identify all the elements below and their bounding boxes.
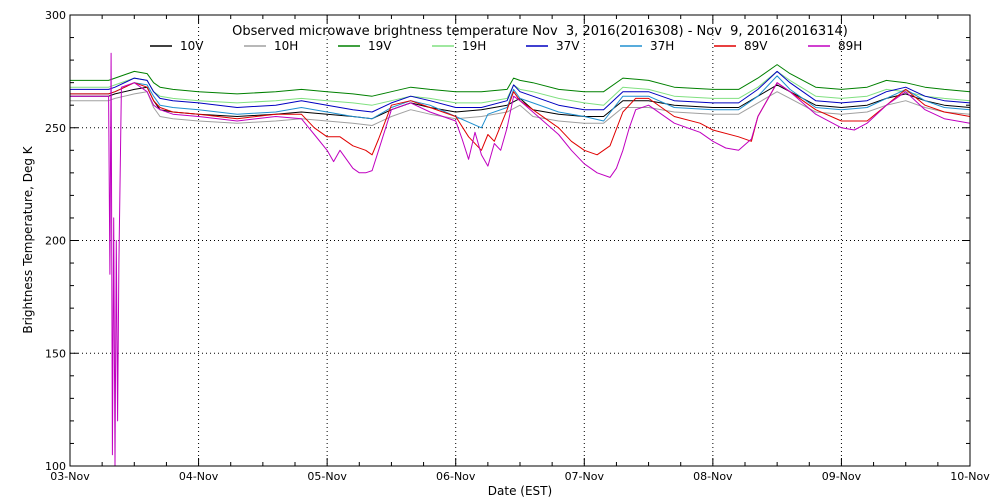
series-line-89h: [70, 52, 971, 467]
y-tick-labels: 100 150 200 250 300: [45, 9, 66, 473]
x-tick-label: 06-Nov: [436, 470, 476, 483]
x-tick-label: 05-Nov: [307, 470, 347, 483]
series-line-19v: [70, 64, 971, 97]
grid-lines: [70, 15, 970, 466]
legend-label-89v: 89V: [744, 39, 768, 53]
x-tick-label: 03-Nov: [50, 470, 90, 483]
legend-label-37h: 37H: [650, 39, 674, 53]
axis-ticks: [69, 14, 971, 467]
chart-title: Observed microwave brightness temperatur…: [232, 24, 848, 39]
y-tick-label: 200: [45, 235, 66, 248]
y-tick-label: 100: [45, 460, 66, 473]
series-line-10h: [70, 91, 971, 126]
series-line-89v: [70, 82, 971, 156]
y-axis-label: Brightness Temperature, Deg K: [21, 145, 35, 333]
series-line-37v: [70, 70, 971, 113]
legend-label-89h: 89H: [838, 39, 862, 53]
y-tick-label: 150: [45, 347, 66, 360]
legend-label-37v: 37V: [556, 39, 580, 53]
legend-label-10h: 10H: [274, 39, 298, 53]
y-tick-label: 250: [45, 122, 66, 135]
legend-label-19h: 19H: [462, 39, 486, 53]
x-tick-label: 04-Nov: [179, 470, 219, 483]
legend-label-19v: 19V: [368, 39, 392, 53]
series-lines: [70, 52, 971, 467]
legend: 10V 10H 19V 19H 37V 37H 89V 89H: [150, 39, 862, 53]
x-axis-label: Date (EST): [488, 484, 552, 498]
series-line-37h: [70, 75, 971, 129]
x-tick-label: 07-Nov: [565, 470, 605, 483]
x-tick-label: 10-Nov: [950, 470, 990, 483]
x-tick-labels: 03-Nov 04-Nov 05-Nov 06-Nov 07-Nov 08-Nov 09-N…: [50, 470, 990, 483]
y-tick-label: 300: [45, 9, 66, 22]
legend-label-10v: 10V: [180, 39, 204, 53]
x-tick-label: 09-Nov: [822, 470, 862, 483]
x-tick-label: 08-Nov: [693, 470, 733, 483]
